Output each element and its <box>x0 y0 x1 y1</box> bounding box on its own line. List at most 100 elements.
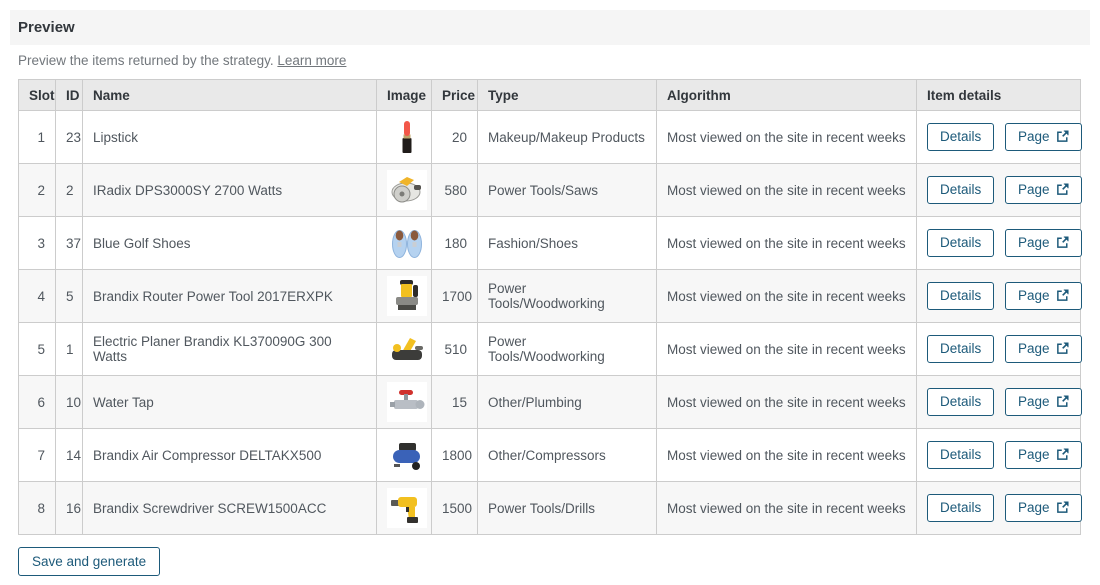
type-cell: Power Tools/Woodworking <box>477 269 657 323</box>
details-button-label: Details <box>940 394 982 410</box>
details-button-label: Details <box>940 341 982 357</box>
slot-cell: 1 <box>18 110 56 164</box>
id-cell: 10 <box>55 375 83 429</box>
details-button-label: Details <box>940 129 982 145</box>
lipstick-icon <box>387 117 427 157</box>
price-cell: 15 <box>431 375 478 429</box>
name-cell: Lipstick <box>82 110 377 164</box>
page-button[interactable]: Page <box>1005 335 1082 363</box>
table-row: 5 1 Electric Planer Brandix KL370090G 30… <box>18 322 1082 376</box>
name-cell: Brandix Air Compressor DELTAKX500 <box>82 428 377 482</box>
table-row: 2 2 IRadix DPS3000SY 2700 Watts 580 Powe… <box>18 163 1082 217</box>
external-link-icon <box>1056 395 1069 408</box>
page-button[interactable]: Page <box>1005 176 1082 204</box>
details-button[interactable]: Details <box>927 441 995 469</box>
column-header-type: Type <box>477 79 657 111</box>
algorithm-cell: Most viewed on the site in recent weeks <box>656 428 917 482</box>
page-button-label: Page <box>1018 235 1050 251</box>
price-cell: 1700 <box>431 269 478 323</box>
price-cell: 1800 <box>431 428 478 482</box>
item-details-cell: Details Page <box>916 216 1082 270</box>
table-header: Slot ID Name Image Price Type Algorithm … <box>18 79 1081 111</box>
name-cell: Brandix Screwdriver SCREW1500ACC <box>82 481 377 535</box>
name-cell: Blue Golf Shoes <box>82 216 377 270</box>
details-button[interactable]: Details <box>927 282 995 310</box>
external-link-icon <box>1056 342 1069 355</box>
page-button-label: Page <box>1018 288 1050 304</box>
algorithm-cell: Most viewed on the site in recent weeks <box>656 269 917 323</box>
type-cell: Other/Plumbing <box>477 375 657 429</box>
price-cell: 580 <box>431 163 478 217</box>
subtitle-text: Preview the items returned by the strate… <box>18 53 274 68</box>
price-cell: 510 <box>431 322 478 376</box>
item-details-cell: Details Page <box>916 428 1082 482</box>
column-header-slot: Slot <box>18 79 56 111</box>
external-link-icon <box>1056 289 1069 302</box>
type-cell: Other/Compressors <box>477 428 657 482</box>
image-cell <box>376 481 432 535</box>
name-cell: Brandix Router Power Tool 2017ERXPK <box>82 269 377 323</box>
details-button-label: Details <box>940 447 982 463</box>
algorithm-cell: Most viewed on the site in recent weeks <box>656 110 917 164</box>
image-cell <box>376 269 432 323</box>
algorithm-cell: Most viewed on the site in recent weeks <box>656 375 917 429</box>
column-header-image: Image <box>376 79 432 111</box>
page-button[interactable]: Page <box>1005 123 1082 151</box>
table-row: 7 14 Brandix Air Compressor DELTAKX500 1… <box>18 428 1082 482</box>
planer-icon <box>387 329 427 369</box>
details-button[interactable]: Details <box>927 335 995 363</box>
details-button-label: Details <box>940 288 982 304</box>
details-button-label: Details <box>940 500 982 516</box>
subtitle: Preview the items returned by the strate… <box>18 53 346 68</box>
external-link-icon <box>1056 236 1069 249</box>
algorithm-cell: Most viewed on the site in recent weeks <box>656 163 917 217</box>
column-header-price: Price <box>431 79 478 111</box>
panel-header: Preview <box>10 10 1090 45</box>
algorithm-cell: Most viewed on the site in recent weeks <box>656 216 917 270</box>
details-button[interactable]: Details <box>927 494 995 522</box>
page-button[interactable]: Page <box>1005 441 1082 469</box>
page-button-label: Page <box>1018 182 1050 198</box>
column-header-id: ID <box>55 79 83 111</box>
image-cell <box>376 110 432 164</box>
page-button[interactable]: Page <box>1005 282 1082 310</box>
details-button[interactable]: Details <box>927 388 995 416</box>
details-button[interactable]: Details <box>927 229 995 257</box>
slot-cell: 8 <box>18 481 56 535</box>
learn-more-link[interactable]: Learn more <box>277 53 347 68</box>
name-cell: Water Tap <box>82 375 377 429</box>
type-cell: Fashion/Shoes <box>477 216 657 270</box>
page-button[interactable]: Page <box>1005 494 1082 522</box>
price-cell: 20 <box>431 110 478 164</box>
algorithm-cell: Most viewed on the site in recent weeks <box>656 322 917 376</box>
compressor-icon <box>387 435 427 475</box>
table-row: 8 16 Brandix Screwdriver SCREW1500ACC 15… <box>18 481 1082 535</box>
image-cell <box>376 322 432 376</box>
external-link-icon <box>1056 501 1069 514</box>
slot-cell: 3 <box>18 216 56 270</box>
external-link-icon <box>1056 448 1069 461</box>
page-button[interactable]: Page <box>1005 229 1082 257</box>
save-and-generate-button[interactable]: Save and generate <box>18 547 161 576</box>
table-row: 3 37 Blue Golf Shoes 180 Fashion/Shoes M… <box>18 216 1082 270</box>
item-details-cell: Details Page <box>916 481 1082 535</box>
id-cell: 5 <box>55 269 83 323</box>
preview-table: Slot ID Name Image Price Type Algorithm … <box>18 79 1082 535</box>
type-cell: Power Tools/Woodworking <box>477 322 657 376</box>
image-cell <box>376 375 432 429</box>
details-button[interactable]: Details <box>927 176 995 204</box>
image-cell <box>376 428 432 482</box>
type-cell: Makeup/Makeup Products <box>477 110 657 164</box>
item-details-cell: Details Page <box>916 110 1082 164</box>
type-cell: Power Tools/Drills <box>477 481 657 535</box>
column-header-algorithm: Algorithm <box>656 79 917 111</box>
details-button[interactable]: Details <box>927 123 995 151</box>
page-button[interactable]: Page <box>1005 388 1082 416</box>
page-button-label: Page <box>1018 447 1050 463</box>
type-cell: Power Tools/Saws <box>477 163 657 217</box>
name-cell: Electric Planer Brandix KL370090G 300 Wa… <box>82 322 377 376</box>
id-cell: 37 <box>55 216 83 270</box>
name-cell: IRadix DPS3000SY 2700 Watts <box>82 163 377 217</box>
page-button-label: Page <box>1018 394 1050 410</box>
circular-saw-icon <box>387 170 427 210</box>
